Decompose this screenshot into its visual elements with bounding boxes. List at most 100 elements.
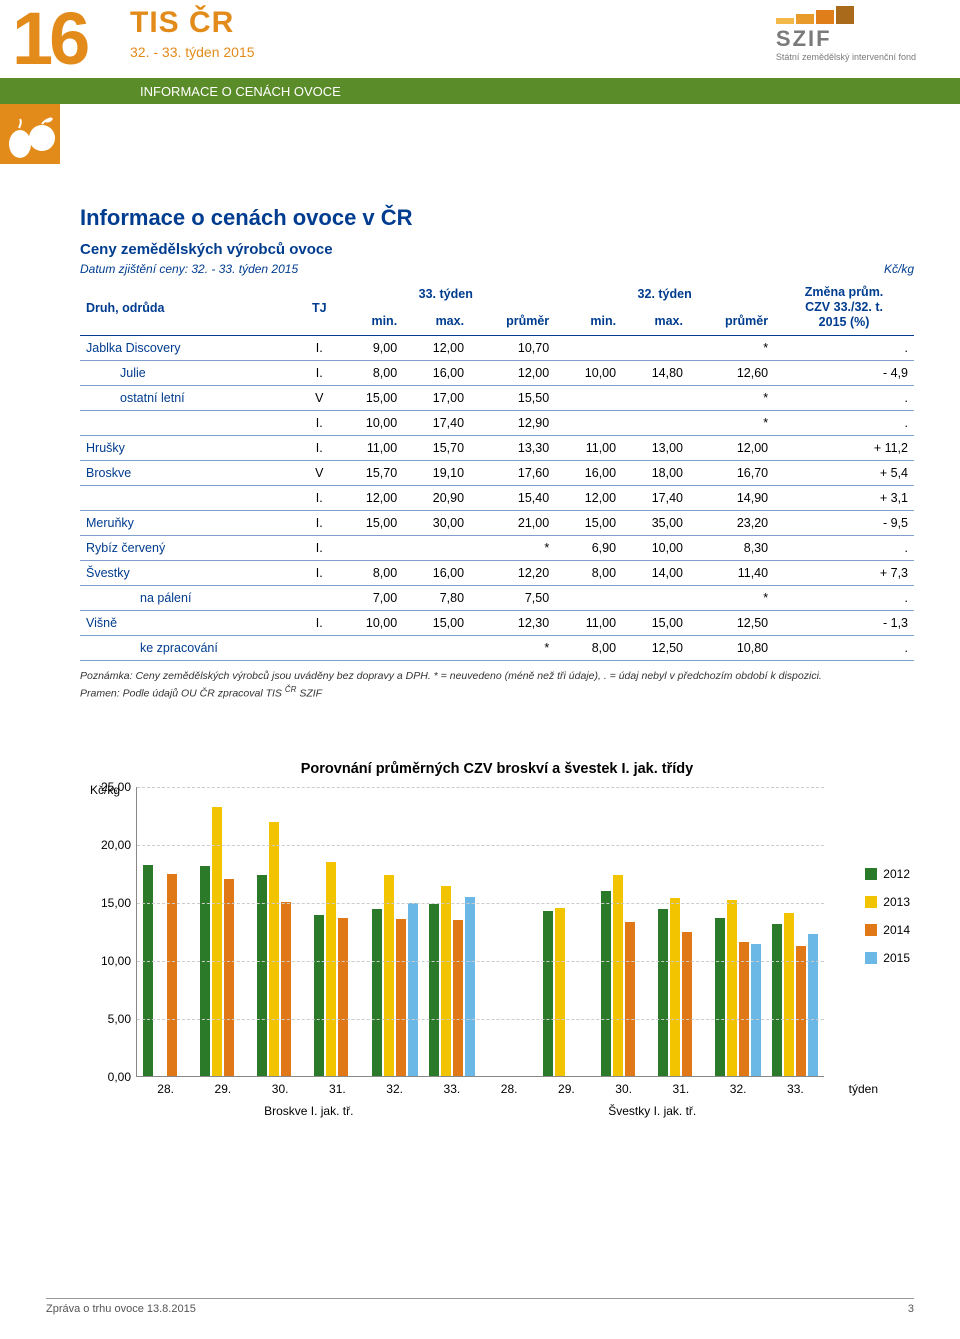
cell-tj: I. [302, 336, 336, 361]
table-row: HruškyI.11,0015,7013,3011,0013,0012,00+ … [80, 436, 914, 461]
date-left: Datum zjištění ceny: 32. - 33. týden 201… [80, 262, 298, 276]
bar [212, 807, 222, 1076]
legend-label: 2014 [883, 923, 910, 937]
xtick-label: 33. [767, 1082, 824, 1096]
cell-value: . [774, 411, 914, 436]
table-row: ŠvestkyI.8,0016,0012,208,0014,0011,40+ 7… [80, 561, 914, 586]
cell-value: . [774, 586, 914, 611]
cell-value: . [774, 536, 914, 561]
cell-value: 15,50 [470, 386, 555, 411]
cell-name: Jablka Discovery [80, 336, 302, 361]
cell-value: 23,20 [689, 511, 774, 536]
cell-value: 14,90 [689, 486, 774, 511]
cell-value: 17,40 [403, 411, 470, 436]
bar [808, 934, 818, 1076]
cell-tj: V [302, 386, 336, 411]
cell-value: 15,00 [336, 386, 403, 411]
legend-label: 2013 [883, 895, 910, 909]
bar [224, 879, 234, 1076]
cell-value: . [774, 336, 914, 361]
bar [338, 918, 348, 1076]
cell-value: 14,00 [622, 561, 689, 586]
bar [543, 911, 553, 1076]
bar [143, 865, 153, 1076]
bar [326, 862, 336, 1075]
xtick-label: 32. [366, 1082, 423, 1096]
note-line2: Pramen: Podle údajů OU ČR zpracoval TIS … [80, 684, 914, 701]
cell-value: 8,00 [336, 361, 403, 386]
cell-value: 8,00 [555, 636, 622, 661]
content: Informace o cenách ovoce v ČR Ceny zeměd… [0, 135, 960, 1121]
th-week32: 32. týden [555, 280, 774, 307]
xtick-label: 30. [252, 1082, 309, 1096]
bar-group: 29. [538, 787, 595, 1076]
cell-value: 12,50 [622, 636, 689, 661]
cell-name: Rybíz červený [80, 536, 302, 561]
bar [429, 904, 439, 1076]
cell-value [336, 636, 403, 661]
bar [396, 919, 406, 1076]
legend-swatch [865, 952, 877, 964]
cell-value: 17,60 [470, 461, 555, 486]
cell-tj: I. [302, 486, 336, 511]
bar [613, 875, 623, 1076]
bar [465, 897, 475, 1076]
cell-value [555, 386, 622, 411]
cell-value: * [689, 586, 774, 611]
header: 16 TIS ČR 32. - 33. týden 2015 SZIF Stát… [0, 0, 960, 135]
legend-swatch [865, 868, 877, 880]
th-tj: TJ [302, 280, 336, 336]
bar [384, 875, 394, 1076]
ytick-label: 20,00 [87, 838, 131, 852]
cell-value [622, 386, 689, 411]
date-right: Kč/kg [884, 262, 914, 276]
cell-value: 7,50 [470, 586, 555, 611]
table-body: Jablka DiscoveryI.9,0012,0010,70*.JulieI… [80, 336, 914, 661]
bar-group: 32. [710, 787, 767, 1076]
cell-value [622, 586, 689, 611]
cell-name: Meruňky [80, 511, 302, 536]
legend-swatch [865, 896, 877, 908]
cell-name: Broskve [80, 461, 302, 486]
cell-name: na pálení [80, 586, 302, 611]
bar [257, 875, 267, 1076]
page-title: Informace o cenách ovoce v ČR [80, 205, 914, 231]
xtick-label: 31. [309, 1082, 366, 1096]
bar [453, 920, 463, 1075]
bar [200, 866, 210, 1076]
cell-value: + 3,1 [774, 486, 914, 511]
bar-group: 31. [309, 787, 366, 1076]
cell-value: . [774, 386, 914, 411]
cell-value: 10,00 [336, 411, 403, 436]
cell-value [403, 636, 470, 661]
cell-value: 15,70 [336, 461, 403, 486]
cell-value: 15,00 [555, 511, 622, 536]
cell-tj: I. [302, 361, 336, 386]
bar [751, 944, 761, 1076]
cell-value: 8,00 [336, 561, 403, 586]
bar [281, 902, 291, 1076]
cell-value [622, 411, 689, 436]
bar [796, 946, 806, 1076]
xtick-label: 28. [481, 1082, 538, 1096]
cell-value: 12,00 [689, 436, 774, 461]
cell-tj: I. [302, 511, 336, 536]
cell-value: 21,00 [470, 511, 555, 536]
cell-value: 12,60 [689, 361, 774, 386]
cell-value [336, 536, 403, 561]
xtick-label: 28. [137, 1082, 194, 1096]
bar-group: 29. [194, 787, 251, 1076]
bar-group: 33. [423, 787, 480, 1076]
cell-value: 10,00 [555, 361, 622, 386]
bar-group: 32. [366, 787, 423, 1076]
bar [739, 942, 749, 1075]
cell-tj: I. [302, 561, 336, 586]
legend-label: 2012 [883, 867, 910, 881]
cell-tj: V [302, 461, 336, 486]
cell-value [555, 586, 622, 611]
bar [408, 903, 418, 1076]
cell-value: 12,20 [470, 561, 555, 586]
week-line: 32. - 33. týden 2015 [130, 44, 255, 60]
cell-name: Julie [80, 361, 302, 386]
cell-value: + 7,3 [774, 561, 914, 586]
